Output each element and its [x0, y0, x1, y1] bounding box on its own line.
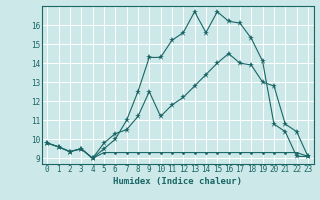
X-axis label: Humidex (Indice chaleur): Humidex (Indice chaleur) — [113, 177, 242, 186]
